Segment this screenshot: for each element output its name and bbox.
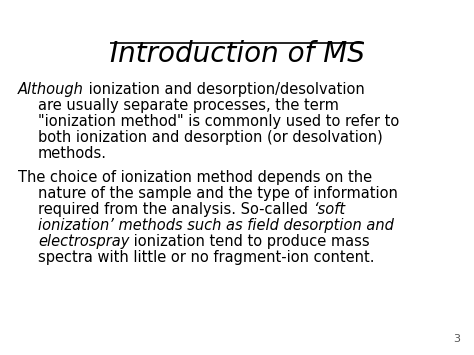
Text: ‘soft: ‘soft — [313, 202, 345, 217]
Text: "ionization method" is commonly used to refer to: "ionization method" is commonly used to … — [38, 114, 399, 129]
Text: methods.: methods. — [38, 146, 107, 161]
Text: ionization tend to produce mass: ionization tend to produce mass — [129, 234, 370, 249]
Text: The choice of ionization method depends on the: The choice of ionization method depends … — [18, 170, 372, 185]
Text: 3: 3 — [453, 334, 460, 344]
Text: nature of the sample and the type of information: nature of the sample and the type of inf… — [38, 186, 398, 201]
Text: Introduction of MS: Introduction of MS — [109, 40, 365, 68]
Text: required from the analysis. So-called: required from the analysis. So-called — [38, 202, 313, 217]
Text: ionization and desorption/desolvation: ionization and desorption/desolvation — [84, 82, 365, 97]
Text: are usually separate processes, the term: are usually separate processes, the term — [38, 98, 339, 113]
Text: electrospray: electrospray — [38, 234, 129, 249]
Text: both ionization and desorption (or desolvation): both ionization and desorption (or desol… — [38, 130, 383, 145]
Text: spectra with little or no fragment-ion content.: spectra with little or no fragment-ion c… — [38, 250, 374, 265]
Text: Although: Although — [18, 82, 84, 97]
Text: ionization’ methods such as field desorption and: ionization’ methods such as field desorp… — [38, 218, 394, 233]
